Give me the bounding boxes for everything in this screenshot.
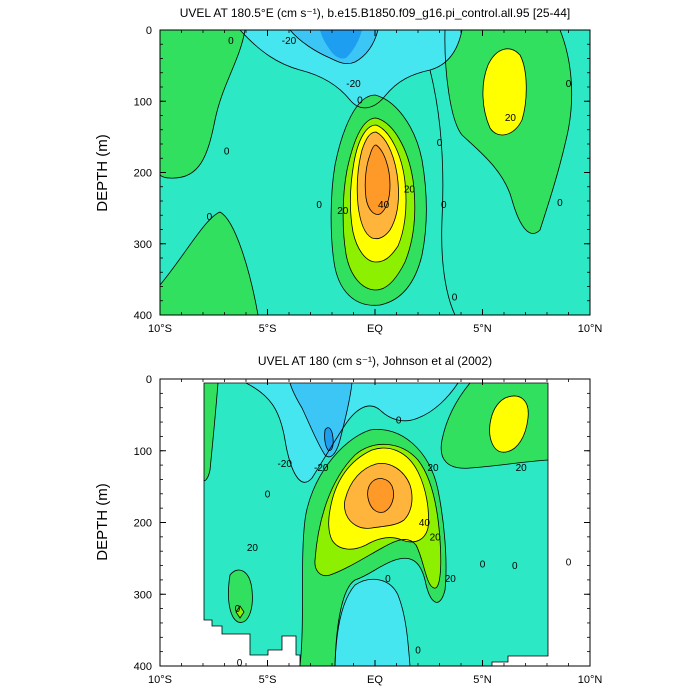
contour-label: 40 [378, 200, 390, 211]
fill-30-40-east [489, 396, 529, 453]
contour-label: 0 [437, 138, 443, 149]
contour-label: 20 [427, 463, 439, 474]
y-tick-label: 200 [134, 518, 152, 530]
contour-label: 0 [415, 646, 421, 657]
y-tick-label: 300 [134, 239, 152, 251]
x-tick-label: 10°N [578, 674, 603, 686]
contour-label: 0 [441, 200, 447, 211]
contour-label: 0 [480, 560, 486, 571]
x-tick-label: EQ [367, 323, 383, 335]
contour-label: 0 [207, 212, 213, 223]
y-tick-label: 100 [134, 446, 152, 458]
fill-10-20-west [204, 383, 218, 481]
y-tick-label: 400 [134, 310, 152, 322]
contour-label: 0 [452, 293, 458, 304]
x-tick-label: 10°S [148, 674, 172, 686]
panel-bottom-contours: 0 -20 -20 20 20 0 40 20 20 0 0 0 20 0 0 0 0 [160, 379, 590, 669]
fill-10-20-southwest [228, 570, 253, 623]
panel-bottom-contour-lines [203, 382, 549, 666]
contour-label: 0 [357, 95, 363, 106]
fill-gt-50-jet [365, 145, 390, 215]
contour-label: 0 [512, 561, 518, 572]
contour-label: -20 [282, 36, 297, 47]
y-tick-label: 200 [134, 168, 152, 180]
x-tick-label: 5°N [473, 323, 492, 335]
panel-top-title: UVEL AT 180.5°E (cm s⁻¹), b.e15.B1850.f0… [180, 6, 570, 20]
fill-30-40-east [482, 48, 527, 135]
contour-label: 0 [224, 147, 230, 158]
panel-top: UVEL AT 180.5°E (cm s⁻¹), b.e15.B1850.f0… [94, 6, 602, 335]
contour-label: 0 [566, 79, 572, 90]
contour-label: 0 [566, 557, 572, 568]
fill-10-20-southwest [160, 212, 258, 315]
contour-label: 0 [235, 604, 241, 615]
contour-label: 0 [557, 198, 563, 209]
fill-le-m30 [320, 30, 362, 59]
contour-label: -20 [346, 79, 361, 90]
panel-top-contour-labels: 0 -20 -20 0 0 20 0 0 20 40 20 0 0 0 0 0 [207, 36, 572, 304]
panel-bottom-ylabel: DEPTH (m) [94, 483, 111, 561]
contour-label: 20 [404, 184, 416, 195]
panel-bottom-title: UVEL AT 180 (cm s⁻¹), Johnson et al (200… [258, 354, 492, 368]
contour-label: 20 [247, 543, 259, 554]
contour-label: 20 [337, 206, 349, 217]
fill-gt-50-jet [367, 478, 394, 513]
x-tick-label: 5°S [259, 323, 277, 335]
fill-le-m30 [324, 427, 334, 451]
contour-label: 0 [385, 574, 391, 585]
panel-top-contour-lines [160, 30, 573, 315]
contour-label: 0 [265, 489, 271, 500]
contour-label: 20 [505, 113, 517, 124]
x-tick-label: 5°S [259, 674, 277, 686]
contour-label: -20 [277, 459, 292, 470]
fill-m20-0 [246, 383, 458, 483]
contour-label: 0 [228, 36, 234, 47]
contour-label: 20 [445, 574, 457, 585]
fill-m20-0-south [335, 579, 410, 666]
contour-label: 20 [430, 532, 442, 543]
x-tick-label: 10°S [148, 323, 172, 335]
contour-label: 0 [316, 200, 322, 211]
y-tick-label: 100 [134, 96, 152, 108]
contour-label: 40 [419, 518, 431, 529]
panel-bottom: UVEL AT 180 (cm s⁻¹), Johnson et al (200… [94, 354, 602, 686]
contour-label: 20 [516, 463, 528, 474]
contour-label: -20 [314, 463, 329, 474]
contour-label: 0 [237, 658, 243, 669]
fill-m20-0 [240, 30, 462, 108]
x-tick-label: 10°N [578, 323, 603, 335]
panel-bottom-contour-labels: 0 -20 -20 20 20 0 40 20 20 0 0 0 20 0 0 0 0 [235, 415, 572, 669]
contour-label: 0 [396, 415, 402, 426]
x-tick-label: EQ [367, 674, 383, 686]
y-tick-label: 0 [146, 25, 152, 37]
panel-top-contours: 0 -20 -20 0 0 20 0 0 20 40 20 0 0 0 0 0 [160, 30, 590, 315]
y-tick-label: 300 [134, 589, 152, 601]
y-tick-label: 400 [134, 661, 152, 673]
panel-top-ylabel: DEPTH (m) [94, 134, 111, 212]
x-tick-label: 5°N [473, 674, 492, 686]
y-tick-label: 0 [146, 374, 152, 386]
fill-10-20-west [160, 30, 245, 179]
